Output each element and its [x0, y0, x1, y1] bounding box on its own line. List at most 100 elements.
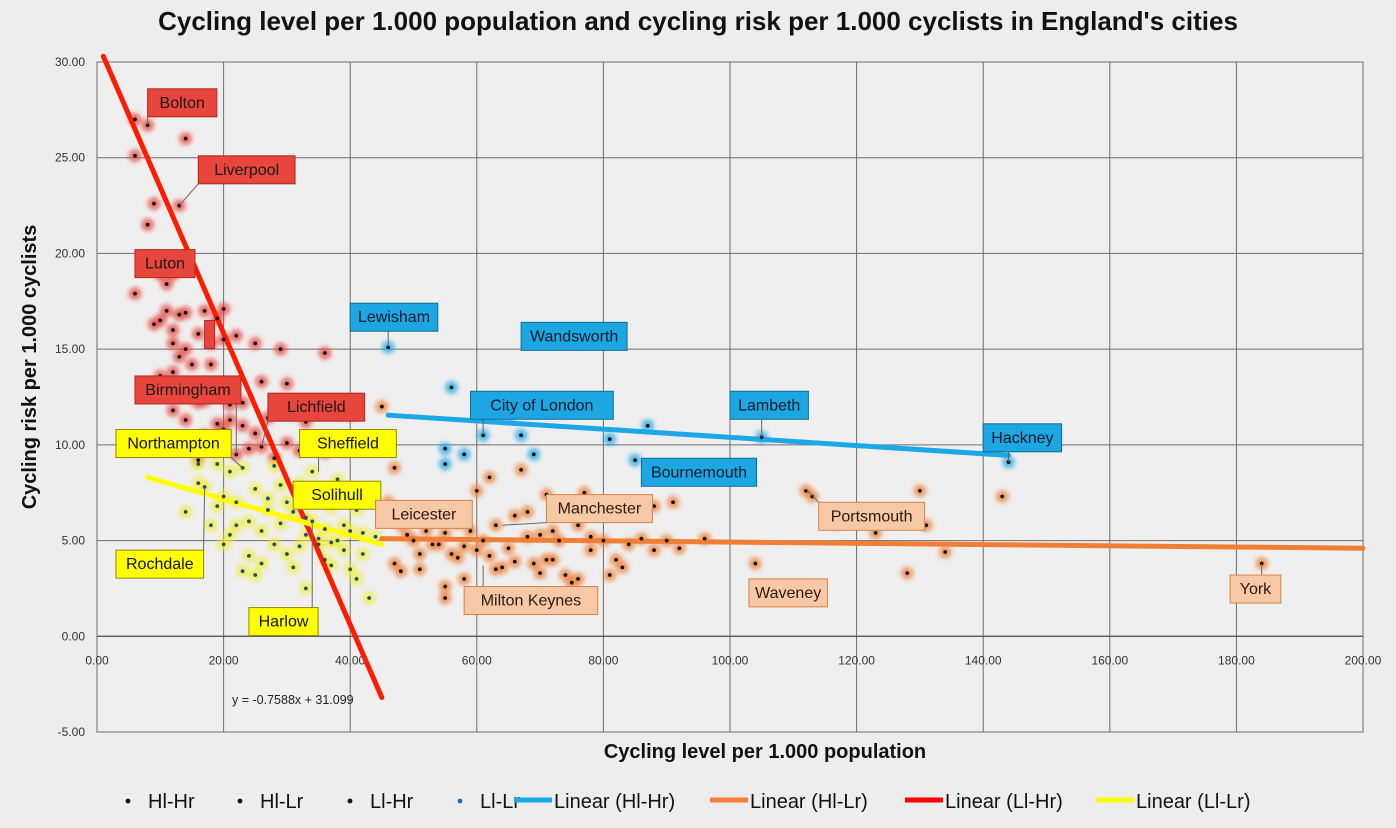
data-point-ll-lr: [253, 573, 258, 577]
data-label: Manchester: [558, 501, 642, 518]
data-point-hl-hr: [443, 462, 448, 466]
x-axis-title: Cycling level per 1.000 population: [604, 741, 926, 763]
data-point-hl-hr: [449, 385, 454, 390]
data-point-hl-lr: [392, 561, 397, 566]
data-point-hl-lr: [588, 548, 593, 553]
label-leader-line: [805, 488, 819, 503]
data-point-ll-hr: [253, 431, 258, 436]
data-point-hl-lr: [943, 550, 948, 554]
y-tick-label: 0.00: [62, 629, 86, 643]
data-point-hl-lr: [392, 465, 397, 470]
data-point-hl-lr: [531, 561, 536, 566]
data-point-hl-lr: [525, 534, 530, 539]
x-tick-label: 40.00: [335, 653, 365, 667]
label-box: [729, 390, 809, 420]
data-point-hl-lr: [379, 404, 384, 409]
data-label: Portsmouth: [831, 508, 913, 525]
data-point-ll-lr: [316, 536, 321, 541]
y-tick-label: 30.00: [55, 55, 85, 69]
label-box: [1229, 574, 1282, 604]
data-point-hl-hr: [607, 437, 612, 442]
data-point-ll-lr: [335, 538, 340, 543]
label-box: [748, 578, 828, 608]
legend-label: Hl-Lr: [260, 791, 304, 813]
data-point-ll-hr: [145, 222, 150, 227]
label-box: [115, 549, 205, 579]
data-point-ll-lr: [367, 596, 372, 600]
data-point-hl-lr: [569, 580, 574, 585]
legend-label: Linear (Hl-Hr): [554, 791, 675, 813]
y-tick-label: 15.00: [55, 342, 85, 356]
legend-label: Linear (Hl-Lr): [750, 791, 868, 813]
data-point-ll-hr: [209, 362, 213, 367]
data-point-ll-lr: [285, 500, 289, 505]
label-box: [982, 423, 1063, 453]
data-point-hl-lr: [1000, 494, 1005, 499]
data-point-ll-lr: [234, 523, 239, 528]
data-point-ll-hr: [322, 351, 327, 355]
data-point-ll-lr: [247, 519, 251, 524]
data-label: Lichfield: [287, 399, 346, 416]
data-point-hl-lr: [512, 513, 517, 518]
x-tick-label: 140.00: [965, 653, 1002, 667]
data-point-ll-hr: [240, 423, 245, 428]
data-point-ll-hr: [171, 370, 175, 375]
label-leader-line: [502, 522, 547, 526]
data-label: Hackney: [991, 430, 1053, 447]
data-point-hl-lr: [443, 531, 448, 535]
data-point-ll-hr: [196, 458, 201, 463]
data-point-ll-lr: [202, 485, 207, 489]
data-point-hl-hr: [531, 452, 536, 457]
data-point-hl-lr: [550, 529, 555, 533]
data-point-ll-hr: [133, 291, 137, 296]
y-tick-label: 25.00: [55, 151, 85, 165]
label-leader-line: [203, 486, 206, 551]
data-point-hl-lr: [753, 561, 758, 566]
data-label: Solihull: [311, 487, 363, 504]
data-point-hl-lr: [519, 467, 524, 472]
data-point-ll-hr: [171, 328, 175, 332]
data-point-hl-lr: [481, 538, 486, 543]
data-point-hl-lr: [671, 500, 675, 505]
legend-label: Linear (Ll-Lr): [1136, 791, 1250, 813]
data-point-hl-lr: [474, 548, 479, 553]
data-point-ll-hr: [215, 316, 220, 321]
data-point-ll-hr: [171, 408, 175, 413]
x-tick-label: 180.00: [1218, 653, 1255, 667]
data-point-hl-lr: [873, 531, 878, 535]
data-point-hl-lr: [639, 536, 644, 541]
data-point-ll-lr: [259, 561, 264, 566]
legend-marker: [457, 798, 463, 804]
data-label: Sheffield: [317, 436, 379, 453]
label-box: [267, 392, 366, 422]
data-point-hl-lr: [582, 490, 587, 495]
trendline-linear-ll-hr-: [100, 53, 385, 701]
data-point-ll-hr: [183, 310, 188, 315]
data-point-ll-lr: [348, 567, 353, 572]
y-axis-title: Cycling risk per 1.000 cyclists: [19, 225, 41, 510]
data-point-hl-lr: [538, 532, 542, 537]
x-tick-label: 160.00: [1091, 653, 1128, 667]
data-point-ll-lr: [341, 523, 346, 528]
data-point-ll-lr: [297, 544, 302, 549]
data-point-hl-lr: [487, 553, 492, 558]
label-box: [818, 501, 926, 531]
data-point-ll-lr: [316, 542, 321, 547]
data-label: Leicester: [391, 506, 457, 523]
data-point-ll-hr: [183, 418, 188, 422]
data-point-ll-hr: [202, 308, 207, 313]
data-point-ll-hr: [171, 341, 175, 346]
data-label: Wandsworth: [530, 328, 618, 345]
data-point-ll-lr: [253, 486, 258, 491]
gridlines: [96, 61, 1364, 733]
data-label: Waveney: [755, 585, 821, 602]
data-point-hl-lr: [576, 576, 580, 581]
data-point-ll-lr: [228, 469, 232, 474]
data-point-hl-lr: [525, 509, 530, 514]
data-point-hl-lr: [550, 557, 555, 562]
data-point-hl-lr: [449, 552, 454, 556]
data-label: Northampton: [127, 436, 220, 453]
data-point-ll-hr: [240, 400, 245, 405]
data-label: Milton Keynes: [481, 593, 582, 610]
x-tick-label: 0.00: [85, 653, 109, 667]
